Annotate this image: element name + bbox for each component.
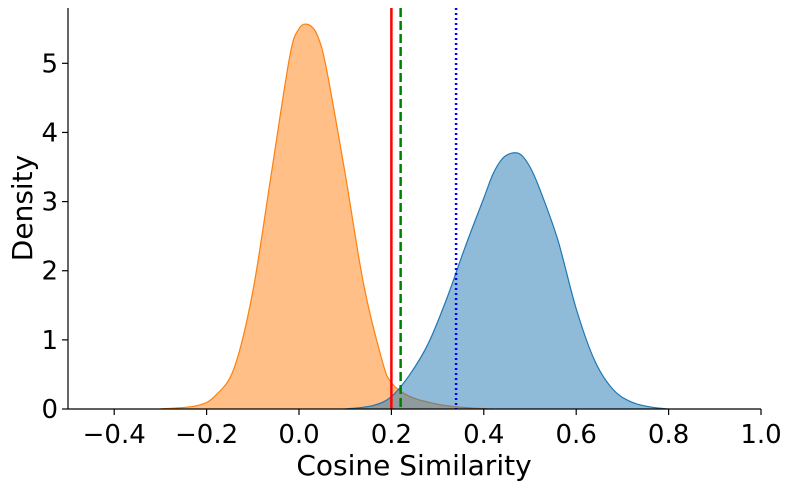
y-axis-label: Density — [6, 155, 39, 261]
y-tick-label: 3 — [41, 188, 58, 218]
y-tick-label: 0 — [41, 395, 58, 425]
threshold-lines — [390, 8, 458, 409]
series-1-line — [345, 152, 669, 410]
series-1-area — [345, 152, 669, 410]
x-tick-label: 0.6 — [556, 420, 597, 450]
x-tick-label: 0.8 — [648, 420, 689, 450]
y-ticks: 0 1 2 3 4 5 — [41, 49, 68, 425]
x-tick-label: 0.0 — [278, 420, 319, 450]
x-tick-label: 0.2 — [371, 420, 412, 450]
y-tick-label: 4 — [41, 118, 58, 148]
y-tick-label: 2 — [41, 257, 58, 287]
y-tick-label: 1 — [41, 326, 58, 356]
density-fills — [160, 23, 669, 410]
x-tick-label: 1.0 — [740, 420, 781, 450]
x-ticks: −0.4 −0.2 0.0 0.2 0.4 0.6 0.8 1.0 — [83, 409, 782, 450]
x-tick-label: −0.2 — [175, 420, 238, 450]
x-tick-label: −0.4 — [83, 420, 146, 450]
x-axis-label: Cosine Similarity — [296, 449, 531, 482]
x-tick-label: 0.4 — [463, 420, 504, 450]
y-tick-label: 5 — [41, 49, 58, 79]
axes — [67, 8, 761, 410]
series-0-area — [160, 23, 494, 410]
